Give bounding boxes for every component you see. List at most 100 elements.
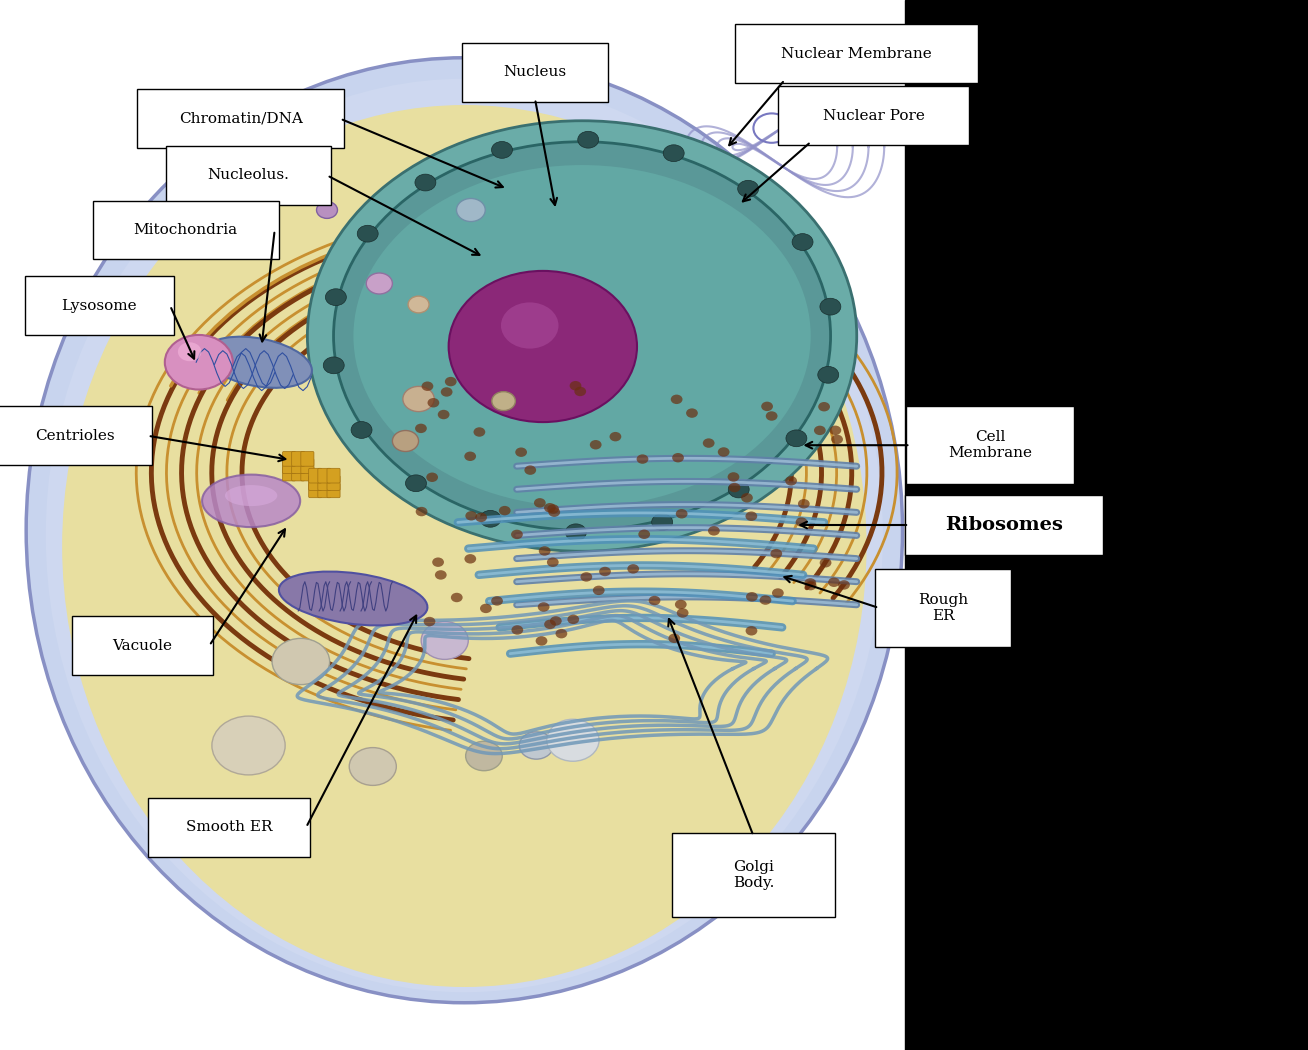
Circle shape: [838, 581, 850, 590]
FancyBboxPatch shape: [148, 798, 310, 857]
Circle shape: [765, 412, 777, 421]
Circle shape: [511, 625, 523, 634]
Circle shape: [473, 427, 485, 437]
Circle shape: [438, 410, 450, 419]
Circle shape: [556, 629, 568, 638]
Circle shape: [421, 622, 468, 659]
Circle shape: [628, 564, 640, 573]
Circle shape: [547, 504, 559, 513]
Circle shape: [804, 579, 816, 588]
Circle shape: [814, 425, 825, 435]
Circle shape: [663, 145, 684, 162]
Circle shape: [761, 402, 773, 412]
Circle shape: [349, 748, 396, 785]
Circle shape: [178, 342, 201, 361]
FancyBboxPatch shape: [778, 86, 969, 145]
Circle shape: [649, 595, 661, 605]
Ellipse shape: [353, 165, 811, 507]
Circle shape: [718, 447, 730, 457]
Circle shape: [738, 181, 759, 197]
Text: Rough
ER: Rough ER: [918, 593, 968, 623]
Circle shape: [547, 719, 599, 761]
FancyBboxPatch shape: [283, 466, 296, 481]
Circle shape: [415, 423, 426, 433]
FancyBboxPatch shape: [292, 459, 305, 474]
Ellipse shape: [225, 485, 277, 506]
Circle shape: [746, 511, 757, 521]
Text: Nuclear Pore: Nuclear Pore: [823, 108, 925, 123]
FancyBboxPatch shape: [327, 476, 340, 490]
FancyBboxPatch shape: [462, 43, 608, 102]
FancyBboxPatch shape: [735, 24, 978, 83]
Circle shape: [568, 614, 579, 624]
Circle shape: [760, 595, 772, 605]
Circle shape: [466, 741, 502, 771]
Circle shape: [449, 271, 637, 422]
Ellipse shape: [307, 121, 857, 551]
Circle shape: [549, 616, 561, 626]
Circle shape: [456, 198, 485, 222]
Circle shape: [480, 604, 492, 613]
Circle shape: [593, 586, 604, 595]
Circle shape: [702, 438, 714, 447]
FancyBboxPatch shape: [283, 452, 296, 466]
FancyBboxPatch shape: [166, 146, 331, 205]
Circle shape: [672, 453, 684, 462]
Circle shape: [212, 716, 285, 775]
Circle shape: [786, 429, 807, 446]
Circle shape: [729, 481, 749, 498]
Circle shape: [675, 600, 687, 609]
FancyBboxPatch shape: [283, 459, 296, 474]
Circle shape: [671, 395, 683, 404]
Circle shape: [165, 335, 233, 390]
Text: Golgi
Body.: Golgi Body.: [732, 860, 774, 889]
Ellipse shape: [201, 475, 300, 527]
Ellipse shape: [204, 337, 311, 387]
Text: Centrioles: Centrioles: [35, 428, 114, 443]
FancyBboxPatch shape: [309, 468, 322, 483]
Circle shape: [498, 506, 510, 516]
Circle shape: [785, 476, 797, 485]
Circle shape: [569, 381, 581, 391]
Circle shape: [544, 503, 556, 512]
Circle shape: [272, 638, 330, 685]
Circle shape: [798, 499, 810, 508]
FancyBboxPatch shape: [0, 406, 152, 465]
FancyBboxPatch shape: [309, 476, 322, 490]
FancyBboxPatch shape: [672, 833, 835, 917]
Circle shape: [676, 509, 688, 519]
Circle shape: [441, 387, 453, 397]
Circle shape: [432, 558, 443, 567]
Circle shape: [610, 432, 621, 441]
FancyBboxPatch shape: [292, 452, 305, 466]
Circle shape: [534, 498, 545, 507]
Circle shape: [323, 357, 344, 374]
FancyBboxPatch shape: [318, 476, 331, 490]
Circle shape: [772, 588, 783, 597]
Circle shape: [708, 526, 719, 536]
FancyBboxPatch shape: [301, 459, 314, 474]
Text: Lysosome: Lysosome: [61, 298, 137, 313]
Circle shape: [464, 554, 476, 564]
FancyBboxPatch shape: [301, 452, 314, 466]
Circle shape: [820, 558, 832, 567]
Circle shape: [668, 633, 680, 643]
Circle shape: [357, 226, 378, 243]
Circle shape: [519, 732, 553, 759]
Circle shape: [426, 472, 438, 482]
Circle shape: [525, 465, 536, 475]
Circle shape: [742, 494, 753, 503]
Circle shape: [392, 430, 419, 452]
Circle shape: [770, 549, 782, 559]
FancyBboxPatch shape: [327, 468, 340, 483]
Circle shape: [415, 174, 436, 191]
Circle shape: [820, 298, 841, 315]
Circle shape: [194, 208, 225, 233]
Circle shape: [819, 402, 831, 412]
Circle shape: [501, 302, 559, 349]
Circle shape: [565, 524, 586, 541]
Circle shape: [590, 440, 602, 449]
Circle shape: [727, 472, 739, 482]
Circle shape: [492, 392, 515, 411]
Circle shape: [831, 435, 842, 444]
